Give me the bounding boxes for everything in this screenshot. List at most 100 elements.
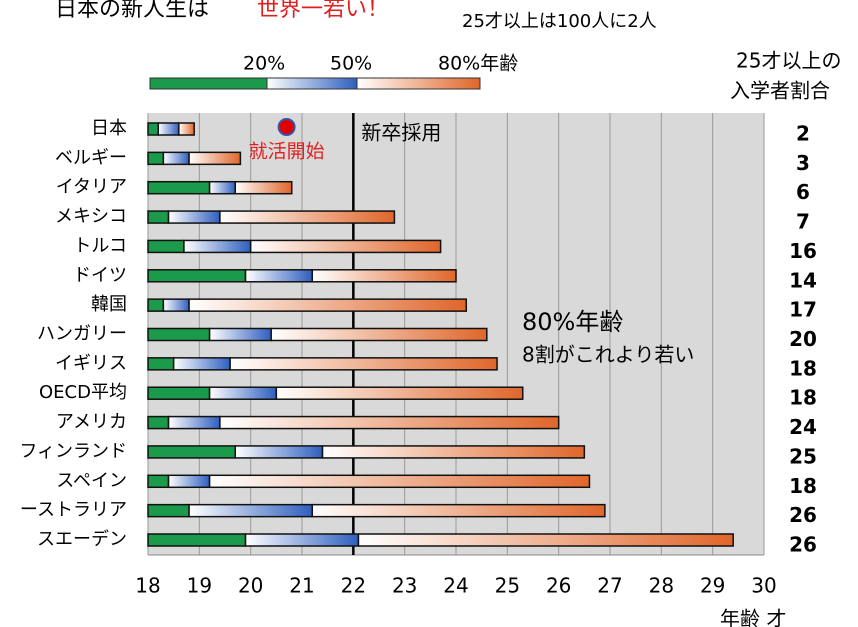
bar-segment xyxy=(167,415,221,430)
category-label: ハンガリー xyxy=(37,324,127,345)
annotation: 新卒採用 xyxy=(361,121,441,145)
right-value: 18 xyxy=(789,474,817,498)
category-label: フィンランド xyxy=(19,441,127,462)
bar-segment xyxy=(147,298,165,312)
right-header: 25才以上の xyxy=(736,49,841,73)
bar-segment xyxy=(147,445,237,459)
x-tick-label: 23 xyxy=(392,574,417,598)
bar-segment xyxy=(219,210,396,224)
bar-segment xyxy=(270,327,488,342)
bar-segment xyxy=(244,269,314,283)
x-tick-label: 26 xyxy=(546,574,571,598)
bar-segment xyxy=(147,180,211,195)
category-label: イタリア xyxy=(56,177,127,198)
chart-title: 日本の新人生は xyxy=(55,0,209,22)
bar-segment xyxy=(147,357,175,371)
x-tick-label: 21 xyxy=(289,574,314,598)
category-label: 韓国 xyxy=(91,294,127,315)
bar-segment xyxy=(311,503,606,518)
bar-segment xyxy=(219,415,560,430)
bar-segment xyxy=(162,151,190,166)
bar-segment xyxy=(234,180,293,195)
legend-swatch xyxy=(149,77,268,90)
legend-swatch xyxy=(266,77,358,90)
x-tick-label: 20 xyxy=(238,574,263,598)
right-value: 17 xyxy=(789,298,817,322)
bar-segment xyxy=(147,415,170,430)
category-label: 日本 xyxy=(91,118,127,139)
right-value: 16 xyxy=(789,239,817,263)
right-header: 入学者割合 xyxy=(730,79,830,103)
bar-segment xyxy=(188,503,314,518)
bar-segment xyxy=(249,239,442,254)
bar-segment xyxy=(157,122,180,136)
bar-segment xyxy=(311,269,457,283)
right-value: 2 xyxy=(796,122,810,146)
bar-segment xyxy=(167,474,211,489)
annotation: 80%年齢 xyxy=(522,308,623,336)
right-value: 18 xyxy=(789,386,817,410)
bar-segment xyxy=(147,386,211,400)
category-label: メキシコ xyxy=(55,206,127,227)
bar-segment xyxy=(229,357,498,371)
bar-segment xyxy=(178,122,195,136)
legend-label: 80%年齢 xyxy=(438,53,518,75)
category-label: アメリカ xyxy=(56,412,127,433)
right-value: 7 xyxy=(796,210,810,234)
bar-segment xyxy=(183,239,252,254)
x-tick-label: 27 xyxy=(597,574,622,598)
bar-segment xyxy=(147,474,170,489)
bar-segment xyxy=(357,533,734,547)
bar-segment xyxy=(208,386,278,400)
x-tick-label: 24 xyxy=(443,574,468,598)
bar-segment xyxy=(188,151,242,166)
bar-segment xyxy=(147,210,170,224)
bar-segment xyxy=(208,327,272,342)
bar-segment xyxy=(244,533,360,547)
bar-segment xyxy=(208,180,237,195)
right-value: 3 xyxy=(796,151,810,175)
chart-title-emphasis: 世界一若い！ xyxy=(257,0,389,22)
right-value: 26 xyxy=(789,533,817,557)
right-value: 18 xyxy=(789,356,817,380)
bar-segment xyxy=(147,151,165,166)
legend-label: 20% xyxy=(243,53,285,75)
bar-segment xyxy=(147,533,247,547)
marker-dot xyxy=(277,118,296,136)
x-tick-label: 18 xyxy=(135,574,160,598)
bar-segment xyxy=(167,210,221,224)
bar-segment xyxy=(234,445,324,459)
annotation: 8割がこれより若い xyxy=(522,343,694,367)
bar-segment xyxy=(188,298,468,312)
bar-segment xyxy=(147,327,211,342)
bar-segment xyxy=(172,357,231,371)
bar-segment xyxy=(147,122,160,136)
subtitle: 25才以上は100人に2人 xyxy=(462,11,657,32)
bar-segment xyxy=(275,386,524,400)
category-label: トルコ xyxy=(73,235,127,256)
category-label: ドイツ xyxy=(73,265,127,286)
bar-segment xyxy=(208,474,591,489)
right-value: 6 xyxy=(796,180,810,204)
bar-segment xyxy=(147,239,185,254)
bar-segment xyxy=(147,503,190,518)
right-value: 14 xyxy=(789,268,817,292)
legend-label: 50% xyxy=(330,53,372,75)
annotation: 就活開始 xyxy=(249,141,325,163)
x-axis-label: 年齢 才 xyxy=(720,607,786,627)
category-label: OECD平均 xyxy=(39,382,127,403)
category-label: スエーデン xyxy=(37,529,127,550)
x-tick-label: 29 xyxy=(700,574,725,598)
right-value: 26 xyxy=(789,503,817,527)
right-value: 20 xyxy=(789,327,817,351)
x-tick-label: 25 xyxy=(495,574,520,598)
x-tick-label: 22 xyxy=(341,574,366,598)
bar-segment xyxy=(321,445,586,459)
x-tick-label: 30 xyxy=(751,574,776,598)
x-tick-label: 28 xyxy=(649,574,674,598)
x-tick-label: 19 xyxy=(187,574,212,598)
bar-segment xyxy=(147,269,247,283)
category-label: スペイン xyxy=(56,470,127,491)
category-label: ーストラリア xyxy=(20,500,127,521)
right-value: 24 xyxy=(789,415,817,439)
